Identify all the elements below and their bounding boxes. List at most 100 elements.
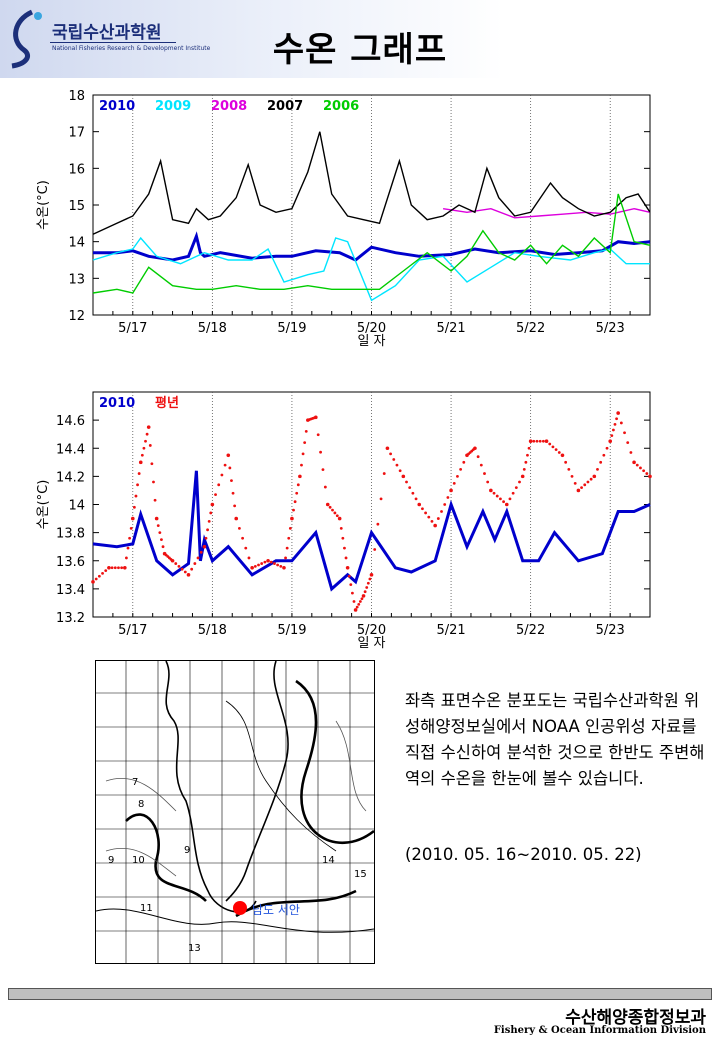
series-평년-point [379,497,383,501]
svg-text:8: 8 [138,799,144,810]
svg-text:10: 10 [132,855,145,866]
division-name-ko: 수산해양종합정보과 [565,1008,706,1028]
series-평년-point [193,562,197,565]
series-평년-point [137,472,141,475]
series-평년-point [136,483,139,487]
series-평년-point [368,577,372,581]
series-평년-point [421,507,424,511]
series-평년-point [304,429,308,433]
series-평년-point [113,566,117,570]
series-평년-point [152,480,155,484]
series-평년-point [154,516,159,521]
y-tick-label: 14.4 [56,442,85,457]
series-평년-point [226,453,231,458]
series-평년-point [341,536,345,540]
series-평년-point [333,511,337,515]
series-평년-point [129,527,133,530]
temperature-chart-multiyear: 12 13 14 15 16 17 18 5/17 5/18 5/19 5/20 5/21 5/22 5/… [36,89,651,349]
series-평년-point [385,446,390,451]
series-평년-point [502,500,505,504]
series-평년-point [489,488,493,493]
series-2006-line [92,193,651,294]
series-평년-point [518,480,521,484]
series-평년-point [382,472,386,475]
org-name: 국립수산과학원 [52,23,162,43]
y-tick-label: 14.2 [56,470,85,485]
x-axis-label: 일 자 [357,636,385,650]
x-tick-label: 5/19 [277,623,306,638]
series-평년-point [433,523,437,528]
y-tick-label: 14 [68,236,85,251]
series-평년-point [596,467,599,471]
series-평년-point [358,600,362,603]
x-tick-label: 5/20 [357,623,386,638]
x-tick-label: 5/21 [436,623,465,638]
series-평년-point [290,516,294,521]
series-평년-point [132,505,136,509]
legend-2008: 2008 [211,99,247,114]
series-평년-point [296,483,300,487]
series-평년-point [266,558,270,563]
y-tick-label: 15 [68,199,85,214]
series-평년-point [492,491,496,495]
series-평년-point [260,562,264,565]
series-평년-point [408,486,412,490]
legend-2007: 2007 [267,99,303,114]
series-평년-point [508,497,512,501]
series-평년-point [130,516,135,521]
series-평년-point [365,586,369,589]
y-tick-label: 18 [68,89,85,104]
series-평년-point [541,439,545,443]
series-평년-point [190,567,194,571]
series-평년-point [352,600,356,603]
series-평년-point [554,448,558,452]
series-평년-point [97,574,101,578]
series-평년-point [446,496,450,499]
series-평년-point [619,421,623,425]
series-평년-point [538,439,542,443]
series-평년-point [161,545,165,549]
series-평년-point [648,474,652,479]
series-평년-point [452,482,456,485]
y-tick-label: 14 [68,499,85,514]
series-평년-point [611,428,615,432]
series-평년-point [471,448,475,452]
series-평년-point [479,463,483,467]
series-평년-point [339,527,343,530]
series-평년-point [424,511,428,515]
header-banner: 국립수산과학원 National Fisheries Research & De… [0,0,720,78]
series-평년-point [206,528,209,532]
y-tick-label: 13.2 [56,611,85,626]
series-평년-point [639,466,642,470]
series-평년-point [146,425,151,429]
org-subtitle: National Fisheries Research & Developmen… [52,45,211,52]
series-평년-point [610,434,614,437]
series-평년-point [273,562,276,565]
series-평년-point [580,486,583,490]
series-평년-point [153,498,157,502]
series-평년-point [599,460,603,464]
series-평년-point [204,536,208,540]
map-grid [96,661,374,963]
series-평년-point [144,439,147,443]
y-tick-label: 14.6 [56,414,85,429]
series-평년-point [642,469,646,473]
series-2007-line [92,131,651,235]
footer-divider [8,988,712,1000]
series-평년-point [199,550,203,554]
x-tick-label: 5/18 [198,321,227,336]
series-평년-point [323,485,327,489]
series-평년-point [214,493,217,497]
series-평년-point [347,574,351,578]
series-평년-point [295,491,299,495]
series-평년-point [220,473,224,477]
series-평년-point [414,497,418,501]
map-contour-labels: 7 8 9 10 9 11 13 14 15 [108,777,367,954]
series-평년-point [180,567,184,571]
series-평년-point [300,463,303,467]
x-tick-label: 5/22 [516,623,545,638]
series-평년-point [321,468,325,472]
series-평년-point [117,566,120,570]
series-평년-point [520,474,525,479]
series-평년-point [293,500,297,504]
